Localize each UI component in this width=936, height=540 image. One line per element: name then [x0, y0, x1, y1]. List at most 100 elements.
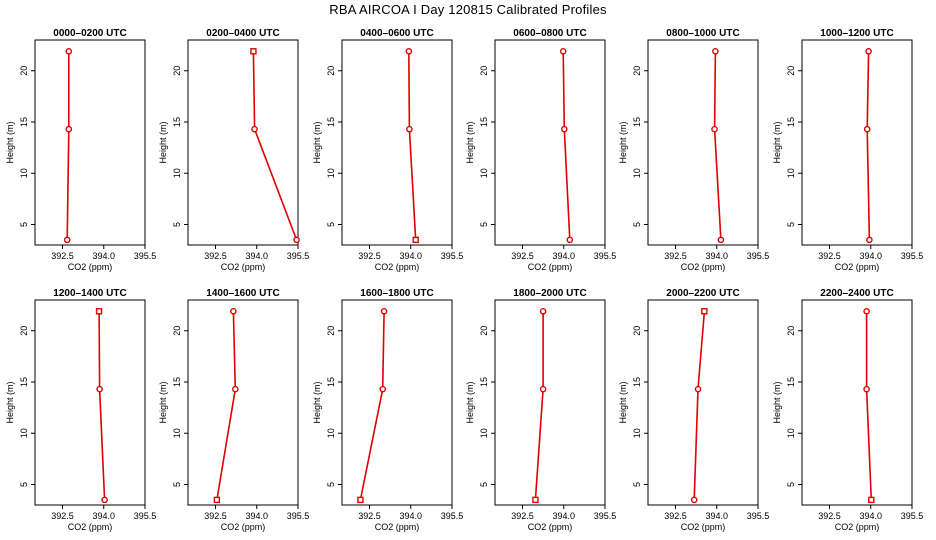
x-tick-label: 392.5 — [511, 511, 534, 521]
x-tick-label: 395.5 — [901, 251, 924, 261]
profile-panel: 1000–1200 UTC 392.5 394.0 395.5 CO2 (ppm) 5 10… — [772, 28, 923, 272]
profile-panel: 0800–1000 UTC 392.5 394.0 395.5 CO2 (ppm) 5 10… — [618, 28, 769, 272]
panel-title: 1600–1800 UTC — [360, 288, 433, 299]
y-tick-label: 15 — [479, 377, 489, 387]
x-tick-label: 394.0 — [705, 511, 728, 521]
x-tick-label: 395.5 — [747, 251, 770, 261]
panel-title: 1000–1200 UTC — [820, 28, 893, 39]
x-tick-label: 392.5 — [664, 251, 687, 261]
data-point — [412, 236, 419, 244]
y-tick-label: 10 — [326, 168, 336, 178]
panel-title: 2000–2200 UTC — [666, 288, 739, 299]
x-tick-label: 394.0 — [399, 511, 422, 521]
profile-line — [359, 311, 385, 501]
plot-frame — [341, 39, 453, 246]
plot-frame — [647, 39, 759, 246]
x-axis-label: CO2 (ppm) — [528, 262, 573, 272]
y-tick-label: 20 — [479, 66, 489, 76]
data-point — [101, 496, 108, 504]
profile-line — [865, 311, 873, 500]
y-tick-label: 15 — [172, 117, 182, 127]
data-point — [694, 385, 702, 393]
y-tick-label: 20 — [172, 326, 182, 336]
panel-title: 0000–0200 UTC — [53, 28, 126, 39]
y-tick-label: 15 — [786, 377, 796, 387]
x-tick-label: 392.5 — [358, 511, 381, 521]
figure-title: RBA AIRCOA I Day 120815 Calibrated Profi… — [329, 2, 607, 17]
profile-panel: 2200–2400 UTC 392.5 394.0 395.5 CO2 (ppm) 5 10… — [772, 288, 923, 532]
x-tick-label: 394.0 — [245, 511, 268, 521]
x-tick-label: 395.5 — [441, 511, 464, 521]
x-tick-label: 392.5 — [51, 251, 74, 261]
x-axis-label: CO2 (ppm) — [528, 522, 573, 532]
y-tick-label: 10 — [19, 428, 29, 438]
profile-line — [534, 311, 544, 500]
data-point — [230, 307, 237, 315]
x-tick-label: 392.5 — [204, 511, 227, 521]
y-tick-label: 10 — [172, 168, 182, 178]
y-tick-label: 20 — [786, 326, 796, 336]
data-point — [63, 236, 71, 244]
y-tick-label: 10 — [479, 428, 489, 438]
y-axis-label: Height (m) — [772, 121, 782, 163]
profile-panel: 1400–1600 UTC 392.5 394.0 395.5 CO2 (ppm) 5 10… — [158, 288, 309, 532]
x-axis-label: CO2 (ppm) — [68, 522, 113, 532]
x-tick-label: 392.5 — [358, 251, 381, 261]
x-axis-label: CO2 (ppm) — [375, 522, 420, 532]
y-tick-label: 5 — [326, 222, 336, 227]
y-axis-label: Height (m) — [312, 121, 322, 163]
x-tick-label: 395.5 — [441, 251, 464, 261]
x-axis-label: CO2 (ppm) — [375, 262, 420, 272]
y-tick-label: 5 — [479, 222, 489, 227]
data-point — [213, 496, 221, 504]
y-axis-label: Height (m) — [618, 381, 628, 423]
y-tick-label: 15 — [19, 377, 29, 387]
y-tick-label: 10 — [786, 168, 796, 178]
y-tick-label: 10 — [786, 428, 796, 438]
y-tick-label: 20 — [172, 66, 182, 76]
profile-line — [98, 311, 106, 500]
y-tick-label: 5 — [786, 482, 796, 487]
plot-frame — [647, 299, 759, 506]
y-axis-label: Height (m) — [158, 381, 168, 423]
panel-title: 1400–1600 UTC — [206, 288, 279, 299]
y-tick-label: 20 — [632, 326, 642, 336]
data-point — [251, 125, 258, 133]
x-tick-label: 392.5 — [51, 511, 74, 521]
y-tick-label: 5 — [172, 482, 182, 487]
data-point — [865, 47, 872, 55]
y-axis-label: Height (m) — [618, 121, 628, 163]
profile-panel: 0200–0400 UTC 392.5 394.0 395.5 CO2 (ppm) 5 10… — [158, 28, 309, 272]
data-point — [405, 47, 413, 55]
data-point — [863, 307, 870, 315]
y-tick-label: 10 — [19, 168, 29, 178]
y-tick-label: 15 — [326, 117, 336, 127]
x-axis-label: CO2 (ppm) — [681, 522, 726, 532]
data-point — [250, 48, 257, 55]
data-point — [717, 236, 725, 244]
plot-frame — [34, 39, 146, 246]
data-point — [539, 385, 547, 393]
data-point — [65, 47, 73, 55]
y-tick-label: 15 — [632, 377, 642, 387]
y-tick-label: 5 — [19, 482, 29, 487]
x-tick-label: 392.5 — [818, 251, 841, 261]
x-tick-label: 395.5 — [134, 511, 157, 521]
data-point — [96, 385, 103, 393]
plot-frame — [187, 39, 299, 246]
profile-line — [713, 51, 722, 240]
profile-line — [693, 311, 706, 500]
data-point — [357, 496, 364, 504]
y-axis-label: Height (m) — [312, 381, 322, 423]
data-point — [380, 307, 388, 315]
x-tick-label: 394.0 — [705, 251, 728, 261]
x-axis-label: CO2 (ppm) — [68, 262, 113, 272]
data-point — [559, 47, 567, 55]
y-tick-label: 20 — [19, 66, 29, 76]
x-tick-label: 392.5 — [204, 251, 227, 261]
x-axis-label: CO2 (ppm) — [835, 522, 880, 532]
data-point — [293, 236, 300, 244]
x-tick-label: 395.5 — [594, 511, 617, 521]
x-tick-label: 394.0 — [245, 251, 268, 261]
